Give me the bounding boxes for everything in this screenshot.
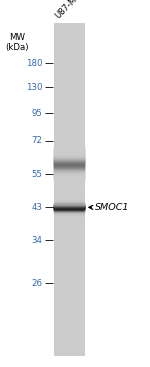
Text: SMOC1: SMOC1 [95,203,130,212]
Text: 26: 26 [32,279,43,288]
Text: 43: 43 [32,203,43,212]
Text: U87-MG: U87-MG [53,0,83,20]
Text: 72: 72 [32,136,43,145]
Text: 180: 180 [26,59,43,68]
Text: 95: 95 [32,109,43,117]
Text: 34: 34 [32,236,43,245]
Text: MW
(kDa): MW (kDa) [6,33,29,52]
Text: 130: 130 [26,83,43,92]
Text: 55: 55 [32,170,43,179]
